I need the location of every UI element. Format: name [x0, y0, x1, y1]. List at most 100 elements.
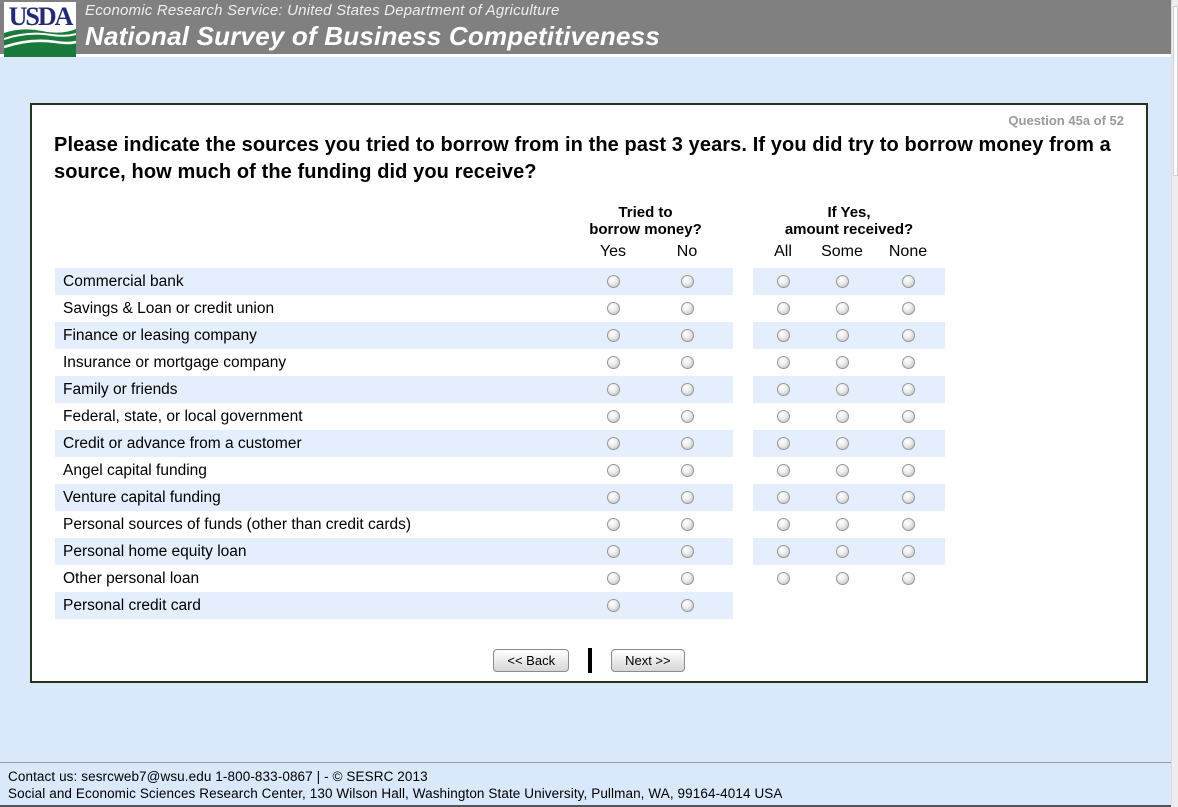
radio-tried-no[interactable] — [680, 545, 694, 558]
radio-tried-no[interactable] — [680, 572, 694, 585]
radio-tried-no[interactable] — [680, 599, 694, 612]
page-footer: Contact us: sesrcweb7@wsu.edu 1-800-833-… — [0, 762, 1178, 807]
radio-amount-none[interactable] — [901, 275, 915, 288]
radio-tried-yes[interactable] — [606, 437, 620, 450]
footer-address-line: Social and Economic Sciences Research Ce… — [8, 786, 783, 801]
scrollbar-thumb[interactable] — [1173, 6, 1178, 176]
radio-amount-some[interactable] — [835, 275, 849, 288]
radio-amount-all[interactable] — [776, 410, 790, 423]
row-label: Other personal loan — [63, 569, 200, 587]
radio-tried-yes[interactable] — [606, 302, 620, 315]
radio-amount-all[interactable] — [776, 356, 790, 369]
radio-tried-no[interactable] — [680, 302, 694, 315]
col-header-yes: Yes — [599, 243, 627, 260]
radio-tried-no[interactable] — [680, 437, 694, 450]
radio-tried-yes[interactable] — [606, 356, 620, 369]
radio-tried-yes[interactable] — [606, 572, 620, 585]
table-row: Family or friends — [55, 376, 1146, 403]
row-label: Venture capital funding — [63, 488, 221, 506]
site-header: USDA Economic Research Service: United S… — [0, 0, 1178, 57]
radio-tried-yes[interactable] — [606, 518, 620, 531]
usda-logo-icon: USDA — [3, 2, 77, 57]
radio-amount-some[interactable] — [835, 545, 849, 558]
row-label: Family or friends — [63, 380, 178, 398]
row-label: Personal sources of funds (other than cr… — [63, 515, 412, 533]
radio-amount-none[interactable] — [901, 383, 915, 396]
radio-tried-yes[interactable] — [606, 410, 620, 423]
radio-amount-none[interactable] — [901, 356, 915, 369]
radio-amount-some[interactable] — [835, 356, 849, 369]
navigation-buttons: << Back Next >> — [32, 648, 1146, 673]
radio-amount-some[interactable] — [835, 329, 849, 342]
back-button[interactable]: << Back — [493, 649, 570, 672]
radio-amount-some[interactable] — [835, 410, 849, 423]
radio-amount-some[interactable] — [835, 464, 849, 477]
table-row: Federal, state, or local government — [55, 403, 1146, 430]
table-row: Personal home equity loan — [55, 538, 1146, 565]
radio-tried-no[interactable] — [680, 410, 694, 423]
table-row: Commercial bank — [55, 268, 1146, 295]
col-header-some: Some — [821, 243, 863, 260]
radio-tried-yes[interactable] — [606, 383, 620, 396]
row-label: Personal credit card — [63, 596, 201, 614]
radio-amount-none[interactable] — [901, 464, 915, 477]
radio-tried-yes[interactable] — [606, 464, 620, 477]
radio-tried-no[interactable] — [680, 275, 694, 288]
table-row: Other personal loan — [55, 565, 1146, 592]
radio-amount-all[interactable] — [776, 572, 790, 585]
radio-amount-all[interactable] — [776, 329, 790, 342]
radio-amount-none[interactable] — [901, 545, 915, 558]
radio-amount-some[interactable] — [835, 302, 849, 315]
radio-amount-none[interactable] — [901, 491, 915, 504]
footer-contact-line: Contact us: sesrcweb7@wsu.edu 1-800-833-… — [8, 769, 428, 784]
row-label: Credit or advance from a customer — [63, 434, 302, 452]
radio-amount-none[interactable] — [901, 302, 915, 315]
radio-tried-yes[interactable] — [606, 329, 620, 342]
radio-amount-none[interactable] — [901, 329, 915, 342]
radio-amount-all[interactable] — [776, 518, 790, 531]
radio-amount-none[interactable] — [901, 410, 915, 423]
group-header-amount: If Yes, amount received? — [784, 204, 914, 238]
radio-tried-no[interactable] — [680, 383, 694, 396]
radio-amount-some[interactable] — [835, 437, 849, 450]
radio-amount-none[interactable] — [901, 518, 915, 531]
radio-tried-no[interactable] — [680, 356, 694, 369]
button-divider — [588, 648, 593, 673]
radio-amount-all[interactable] — [776, 383, 790, 396]
row-label: Commercial bank — [63, 272, 184, 290]
radio-tried-no[interactable] — [680, 518, 694, 531]
radio-tried-no[interactable] — [680, 491, 694, 504]
radio-amount-some[interactable] — [835, 572, 849, 585]
table-row: Angel capital funding — [55, 457, 1146, 484]
radio-tried-yes[interactable] — [606, 275, 620, 288]
radio-amount-all[interactable] — [776, 302, 790, 315]
question-progress: Question 45a of 52 — [1008, 113, 1124, 128]
radio-amount-none[interactable] — [901, 572, 915, 585]
radio-tried-no[interactable] — [680, 464, 694, 477]
radio-amount-none[interactable] — [901, 437, 915, 450]
radio-amount-all[interactable] — [776, 464, 790, 477]
row-label: Finance or leasing company — [63, 326, 257, 344]
table-row: Finance or leasing company — [55, 322, 1146, 349]
radio-amount-all[interactable] — [776, 545, 790, 558]
radio-tried-yes[interactable] — [606, 599, 620, 612]
table-row: Personal credit card — [55, 592, 1146, 619]
radio-tried-no[interactable] — [680, 329, 694, 342]
radio-amount-all[interactable] — [776, 437, 790, 450]
usda-logo: USDA — [3, 2, 77, 57]
radio-tried-yes[interactable] — [606, 545, 620, 558]
radio-amount-all[interactable] — [776, 491, 790, 504]
scrollbar[interactable] — [1171, 0, 1178, 807]
table-row: Insurance or mortgage company — [55, 349, 1146, 376]
radio-amount-all[interactable] — [776, 275, 790, 288]
table-rows: Commercial bank Savings & Loan or credit … — [55, 268, 1146, 619]
radio-amount-some[interactable] — [835, 518, 849, 531]
table-row: Credit or advance from a customer — [55, 430, 1146, 457]
survey-title: National Survey of Business Competitiven… — [85, 21, 660, 51]
radio-tried-yes[interactable] — [606, 491, 620, 504]
radio-amount-some[interactable] — [835, 491, 849, 504]
next-button[interactable]: Next >> — [611, 649, 685, 672]
table-row: Savings & Loan or credit union — [55, 295, 1146, 322]
radio-amount-some[interactable] — [835, 383, 849, 396]
table-row: Venture capital funding — [55, 484, 1146, 511]
